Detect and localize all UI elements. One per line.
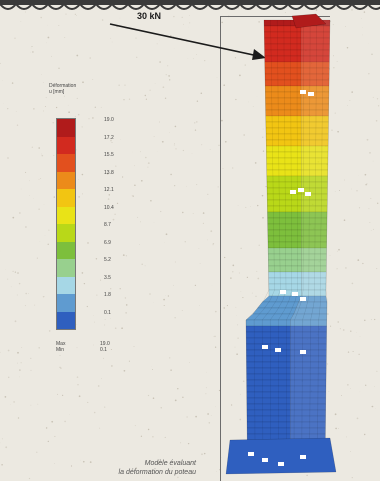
legend-swatch [57,206,75,224]
legend-swatch [57,171,75,189]
legend-tick-label: 10.4 [104,204,114,211]
legend-swatch [57,294,75,312]
legend-title-line1: Déformation [49,83,77,89]
legend-tick-label: 19.0 [104,117,114,123]
force-label: 30 kN [137,11,162,21]
legend-swatch [57,311,75,329]
legend-swatch [57,119,75,137]
legend-tick-label: 3.5 [104,274,111,281]
legend-swatch [57,259,75,277]
legend-title-line2: u [mm] [49,89,65,95]
legend-max-value: 19.0 [100,341,110,347]
frame-line-horizontal [220,16,330,17]
legend-tick-label: 6.9 [104,239,111,246]
legend-swatch [57,241,75,259]
legend-swatch [57,276,75,294]
legend-min: Min 0.1 [56,347,144,353]
legend-max: Max 19.0 [56,341,144,347]
force-arrow [109,23,266,60]
legend-min-label: Min [56,347,65,353]
legend-tick-label: 8.7 [104,222,111,228]
legend-tick-label: 1.8 [104,292,111,298]
legend-swatch [57,189,75,207]
legend-color-scale [56,118,76,330]
legend-tick-label: 15.5 [104,152,114,158]
legend-tick-label: 12.1 [104,187,114,193]
legend-tick-label: 13.8 [104,169,114,176]
legend-title: Déformation u [mm] [49,83,109,95]
caption: Modèle évaluant la déformation du poteau [96,459,196,477]
legend-tick-label: 17.2 [104,134,114,141]
legend-min-value: 0.1 [100,347,107,353]
caption-line1: Modèle évaluant [144,460,196,467]
scalloped-top-border [0,0,380,10]
legend-tick-label: 5.2 [104,257,111,263]
legend-max-label: Max [56,341,66,347]
legend-swatch [57,154,75,172]
legend-tick-label: 0.1 [104,309,111,316]
legend-swatch [57,136,75,154]
legend-swatch [57,224,75,242]
caption-line2: la déformation du poteau [118,469,196,476]
frame-line-vertical [220,16,221,481]
